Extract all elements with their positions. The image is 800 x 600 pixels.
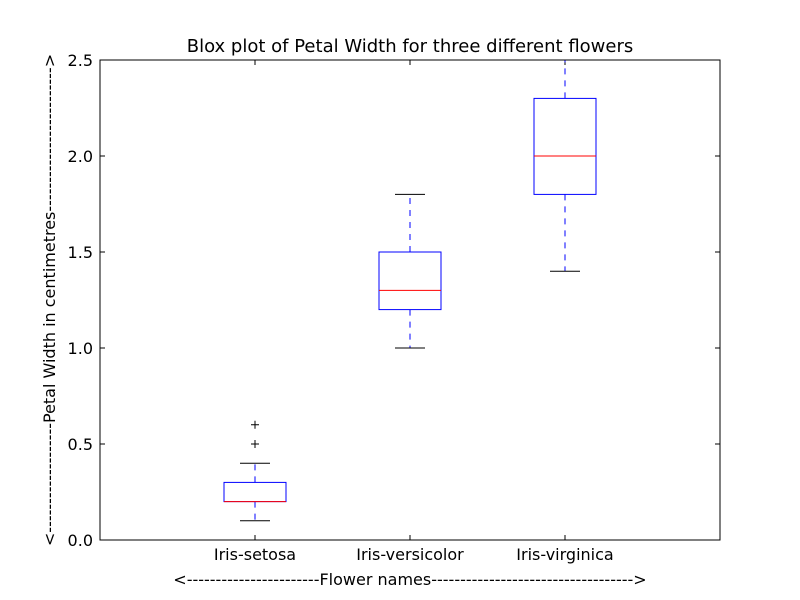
y-tick-label: 2.0 [68,147,93,166]
y-tick-label: 1.0 [68,339,93,358]
y-tick-label: 2.5 [68,51,93,70]
interquartile-box [533,97,597,195]
x-tick-label: Iris-setosa [214,545,296,564]
y-tick-label: 1.5 [68,243,93,262]
x-axis-label: <-----------------------Flower names----… [173,570,646,589]
y-axis-label: <-------------------Petal Width in centi… [40,54,59,546]
x-tick-label: Iris-versicolor [356,545,464,564]
outlier-marker [251,420,259,429]
chart-title: Blox plot of Petal Width for three diffe… [187,36,634,57]
y-tick-label: 0.0 [68,531,93,550]
interquartile-box [378,251,442,311]
plot-marks: 0.0 0.5 1.0 1.5 2.0 2.5 Iris-setosa Iris-versic… [68,51,720,564]
y-tick-label: 0.5 [68,435,93,454]
plot-area-frame [99,59,721,541]
outlier-marker [251,440,259,448]
x-tick-label: Iris-virginica [516,545,613,564]
